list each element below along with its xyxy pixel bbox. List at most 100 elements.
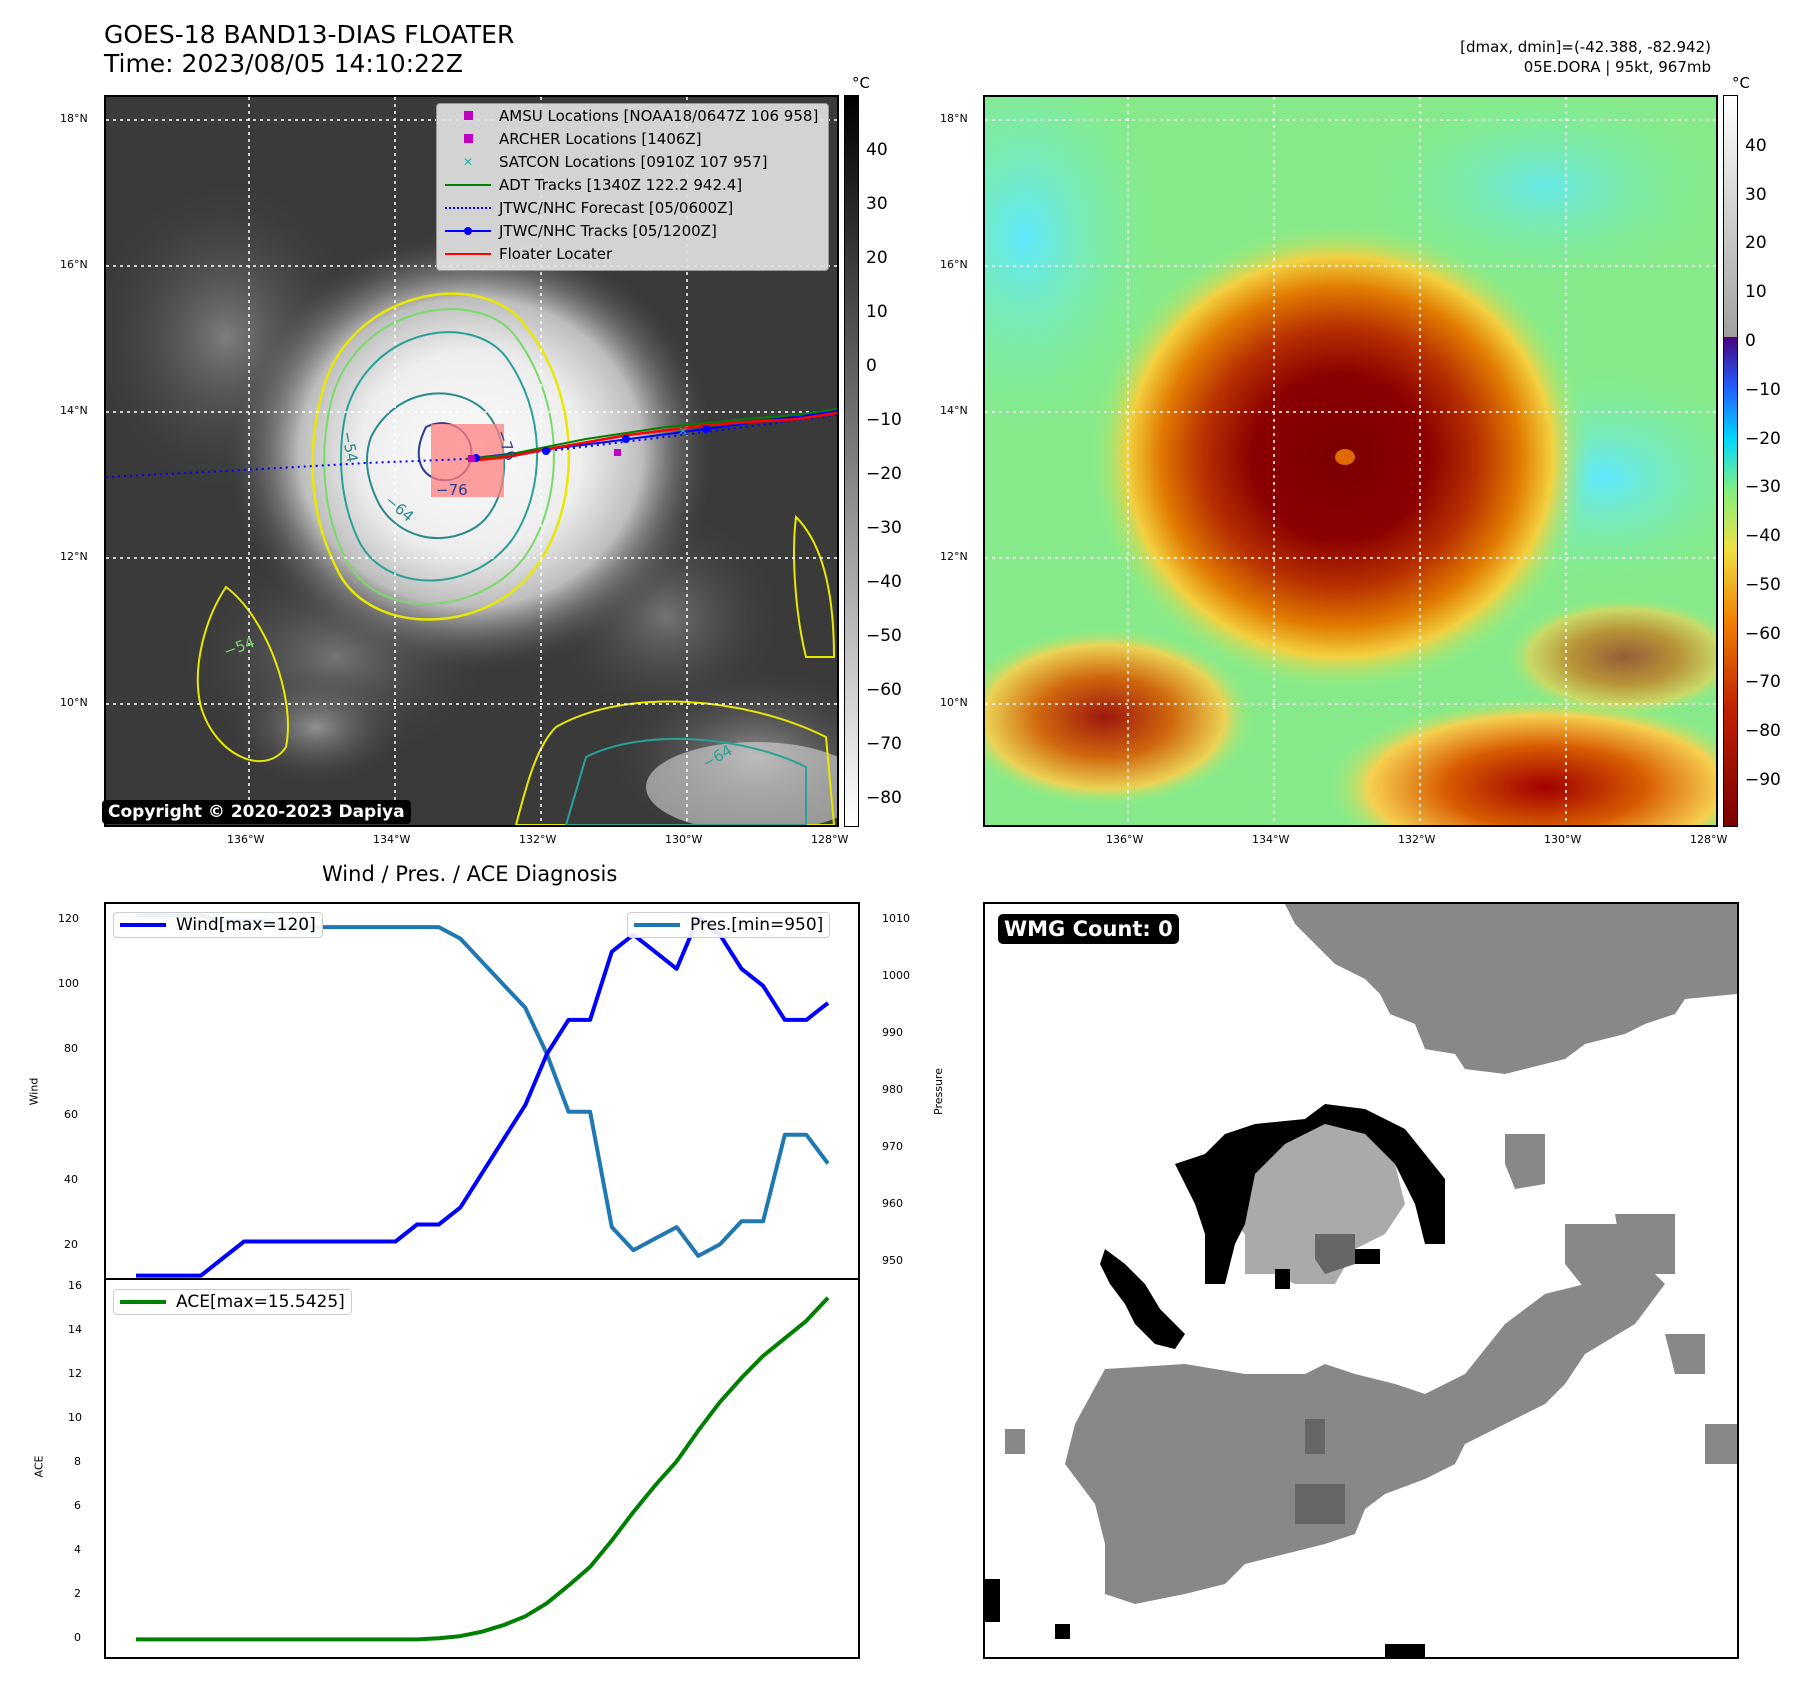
colorbar-tick: 10 bbox=[866, 302, 888, 322]
colorbar-tick: 30 bbox=[1745, 185, 1767, 205]
lat-label: 16°N bbox=[60, 258, 88, 271]
colorbar-tick: 30 bbox=[866, 194, 888, 214]
lon-label: 136°W bbox=[227, 833, 265, 846]
legend-item-satcon: ✕ SATCON Locations [0910Z 107 957] bbox=[462, 152, 768, 171]
colorbar-tick: −40 bbox=[1745, 526, 1781, 546]
lat-label: 14°N bbox=[60, 404, 88, 417]
wind-tick: 60 bbox=[64, 1108, 78, 1121]
legend-label: Wind[max=120] bbox=[176, 915, 316, 935]
colorbar-tick: −20 bbox=[1745, 429, 1781, 449]
figure-title: GOES-18 BAND13-DIAS FLOATER bbox=[104, 20, 515, 49]
satcon-marker: ✕ bbox=[678, 424, 688, 438]
archer-marker bbox=[468, 455, 475, 462]
pressure-legend: Pres.[min=950] bbox=[627, 912, 831, 938]
colorbar-tick: 0 bbox=[866, 356, 877, 376]
ace-tick: 12 bbox=[68, 1367, 82, 1380]
storm-info-label: 05E.DORA | 95kt, 967mb bbox=[1523, 58, 1711, 76]
pressure-axis-label: Pressure bbox=[931, 1068, 945, 1115]
legend-item-forecast: JTWC/NHC Forecast [05/0600Z] bbox=[437, 196, 828, 219]
color-map-canvas bbox=[985, 97, 1716, 825]
adt-track bbox=[465, 408, 837, 460]
colorbar-tick: −10 bbox=[866, 410, 902, 430]
pressure-tick: 1000 bbox=[882, 969, 910, 982]
lat-label: 12°N bbox=[940, 550, 968, 563]
pressure-tick: 970 bbox=[882, 1140, 903, 1153]
ir-color-map bbox=[983, 95, 1718, 827]
ace-tick: 14 bbox=[68, 1323, 82, 1336]
colorbar-tick: −30 bbox=[1745, 477, 1781, 497]
ace-tick: 8 bbox=[74, 1455, 81, 1468]
diagnosis-plot bbox=[104, 902, 860, 1659]
colorbar-left bbox=[844, 95, 859, 827]
lat-label: 10°N bbox=[940, 696, 968, 709]
pressure-tick: 1010 bbox=[882, 912, 910, 925]
pressure-line bbox=[136, 913, 830, 1258]
ace-tick: 0 bbox=[74, 1631, 81, 1644]
wmg-gray-area bbox=[1005, 904, 1737, 1604]
lat-label: 16°N bbox=[940, 258, 968, 271]
ace-legend: ACE[max=15.5425] bbox=[113, 1289, 352, 1315]
colorbar-tick: 40 bbox=[1745, 136, 1767, 156]
wmg-canvas bbox=[985, 904, 1737, 1657]
legend-label: ACE[max=15.5425] bbox=[176, 1292, 345, 1312]
ace-tick: 4 bbox=[74, 1543, 81, 1556]
lon-label: 136°W bbox=[1106, 833, 1144, 846]
lat-label: 14°N bbox=[940, 404, 968, 417]
legend-item-amsu: AMSU Locations [NOAA18/0647Z 106 958] bbox=[437, 104, 828, 127]
lon-label: 132°W bbox=[519, 833, 557, 846]
colorbar-tick: −60 bbox=[1745, 624, 1781, 644]
wmg-black-area bbox=[985, 1104, 1445, 1657]
pressure-tick: 950 bbox=[882, 1254, 903, 1267]
lat-label: 10°N bbox=[60, 696, 88, 709]
legend-item-floater: Floater Locater bbox=[437, 242, 828, 265]
colorbar-tick: −50 bbox=[866, 626, 902, 646]
ace-tick: 10 bbox=[68, 1411, 82, 1424]
legend-label: ARCHER Locations [1406Z] bbox=[499, 129, 702, 148]
lat-label: 18°N bbox=[60, 112, 88, 125]
pressure-tick: 990 bbox=[882, 1026, 903, 1039]
wind-tick: 80 bbox=[64, 1042, 78, 1055]
storm-eye bbox=[1335, 449, 1355, 465]
legend-item-adt: ADT Tracks [1340Z 122.2 942.4] bbox=[437, 173, 828, 196]
colorbar-tick: 20 bbox=[1745, 233, 1767, 253]
wind-axis-label: Wind bbox=[27, 1077, 41, 1106]
wmg-darkgray-area bbox=[1295, 1234, 1355, 1524]
colorbar-tick: −50 bbox=[1745, 575, 1781, 595]
ir-grayscale-map: ✕ −54 −64 −76 −76 −54 −64 bbox=[104, 95, 839, 827]
lon-label: 130°W bbox=[1544, 833, 1582, 846]
ir-legend: AMSU Locations [NOAA18/0647Z 106 958] AR… bbox=[436, 103, 829, 271]
ace-tick: 2 bbox=[74, 1587, 81, 1600]
ace-tick: 6 bbox=[74, 1499, 81, 1512]
lat-label: 12°N bbox=[60, 550, 88, 563]
colorbar-tick: 10 bbox=[1745, 282, 1767, 302]
colorbar-tick: 0 bbox=[1745, 331, 1756, 351]
lat-label: 18°N bbox=[940, 112, 968, 125]
wind-tick: 40 bbox=[64, 1173, 78, 1186]
colorbar-tick: −20 bbox=[866, 464, 902, 484]
colorbar-tick: −60 bbox=[866, 680, 902, 700]
colorbar-tick: 20 bbox=[866, 248, 888, 268]
amsu-marker bbox=[614, 449, 621, 456]
legend-label: Floater Locater bbox=[499, 244, 613, 263]
figure-time: Time: 2023/08/05 14:10:22Z bbox=[104, 49, 463, 78]
legend-label: Pres.[min=950] bbox=[690, 915, 824, 935]
contour-label: −76 bbox=[436, 481, 468, 499]
copyright-badge: Copyright © 2020-2023 Dapiya bbox=[102, 800, 411, 824]
wmg-lightgray-area bbox=[1225, 1124, 1405, 1284]
wmg-count-badge: WMG Count: 0 bbox=[998, 914, 1179, 944]
ace-line bbox=[136, 1296, 830, 1642]
lon-label: 130°W bbox=[665, 833, 703, 846]
legend-label: JTWC/NHC Tracks [05/1200Z] bbox=[499, 221, 717, 240]
legend-swatch bbox=[120, 1300, 166, 1304]
colorbar-tick: −10 bbox=[1745, 380, 1781, 400]
diagnosis-title: Wind / Pres. / ACE Diagnosis bbox=[322, 862, 618, 886]
colorbar-unit-left: °C bbox=[852, 74, 870, 92]
ace-tick: 16 bbox=[68, 1279, 82, 1292]
pressure-tick: 980 bbox=[882, 1083, 903, 1096]
legend-label: AMSU Locations [NOAA18/0647Z 106 958] bbox=[499, 106, 819, 125]
lon-label: 128°W bbox=[1690, 833, 1728, 846]
legend-item-jtwc-tracks: JTWC/NHC Tracks [05/1200Z] bbox=[437, 219, 828, 242]
ace-axis-label: ACE bbox=[32, 1455, 46, 1478]
contour-label: −54 bbox=[338, 430, 361, 464]
colorbar-tick: −30 bbox=[866, 518, 902, 538]
